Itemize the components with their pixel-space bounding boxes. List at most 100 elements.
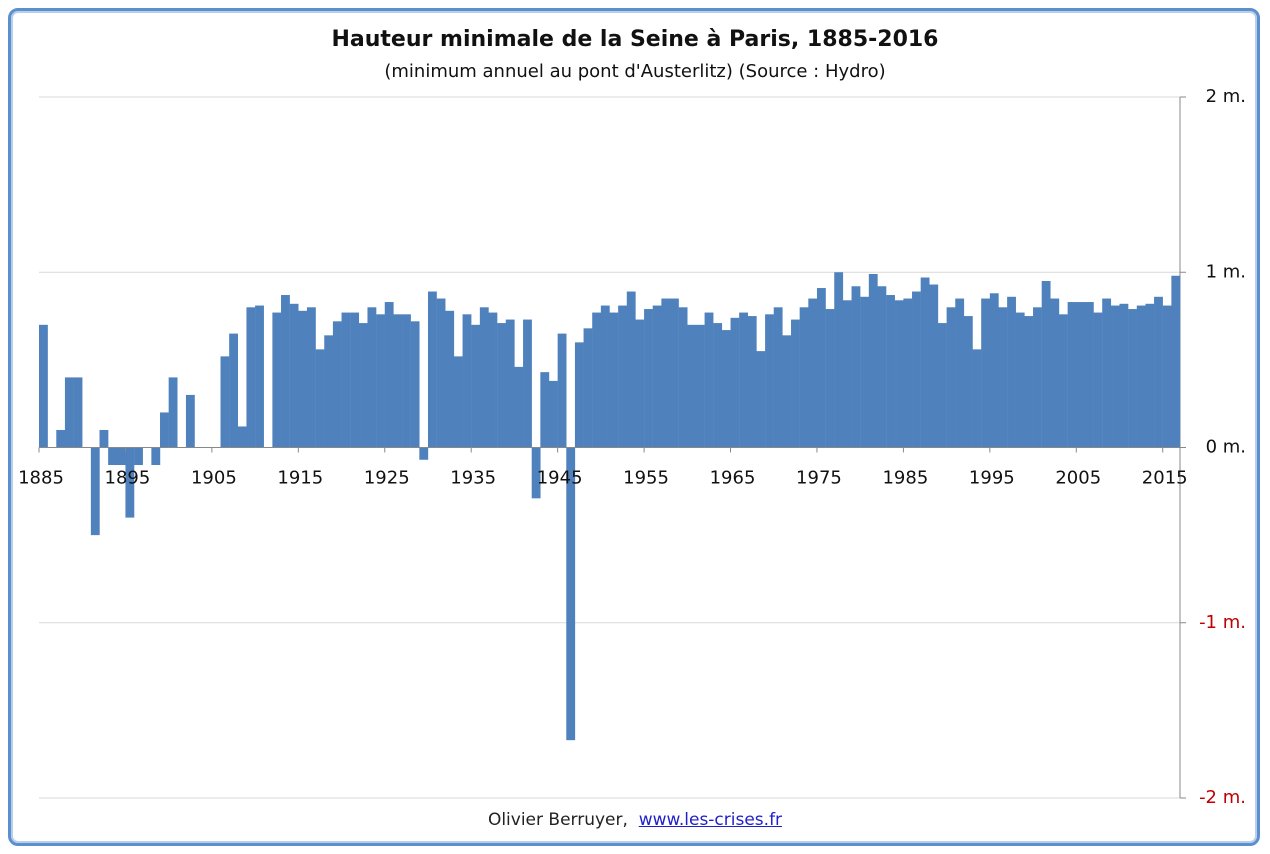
bar xyxy=(704,312,714,448)
bar xyxy=(1171,275,1181,448)
bar xyxy=(168,377,178,448)
bar xyxy=(791,319,800,448)
bar xyxy=(1119,303,1129,448)
bar xyxy=(773,307,783,448)
x-tick-label: 1995 xyxy=(969,468,1015,489)
bar xyxy=(963,316,973,448)
bar xyxy=(1128,309,1137,448)
x-tick-label: 1885 xyxy=(18,468,64,489)
bar xyxy=(765,314,774,448)
y-tick-label: 0 m. xyxy=(1206,437,1246,458)
link[interactable]: www.les-crises.fr xyxy=(638,810,783,830)
bar xyxy=(453,356,463,448)
bar xyxy=(713,323,723,448)
bar xyxy=(324,335,334,448)
bar xyxy=(64,377,74,448)
bar xyxy=(1058,314,1068,448)
bar xyxy=(1162,305,1172,448)
bar xyxy=(116,447,126,466)
bar xyxy=(851,286,861,448)
bar xyxy=(894,300,904,448)
bar xyxy=(929,284,939,448)
footer: Olivier Berruyer, www.les-crises.fr xyxy=(0,810,1270,830)
bar xyxy=(652,305,662,448)
bar xyxy=(462,314,472,448)
y-tick-label: -2 m. xyxy=(1199,787,1246,808)
bar xyxy=(540,372,550,448)
x-tick-label: 1965 xyxy=(710,468,756,489)
bar xyxy=(886,295,895,448)
x-tick-label: 1985 xyxy=(882,468,928,489)
bar xyxy=(981,298,991,448)
bar xyxy=(695,324,705,448)
bar xyxy=(90,447,100,536)
bar xyxy=(834,272,844,448)
bar xyxy=(376,314,385,448)
bar xyxy=(471,324,481,448)
bar xyxy=(39,324,48,448)
bar xyxy=(782,335,792,448)
bar xyxy=(427,291,437,448)
bar xyxy=(903,298,913,448)
bar xyxy=(860,296,870,448)
x-tick-label: 1945 xyxy=(537,468,583,489)
bar xyxy=(237,426,247,448)
bar xyxy=(134,447,143,466)
bar xyxy=(531,447,541,499)
bar xyxy=(972,349,982,448)
bar xyxy=(350,312,360,448)
bar xyxy=(1136,305,1146,448)
bar xyxy=(246,307,256,448)
bar xyxy=(1024,316,1034,448)
bar xyxy=(937,323,947,448)
x-tick-label: 2005 xyxy=(1055,468,1101,489)
bar xyxy=(73,377,83,448)
bar xyxy=(1007,296,1016,448)
bar xyxy=(1015,312,1025,448)
bar xyxy=(1154,296,1163,448)
bar xyxy=(1093,312,1103,448)
frame xyxy=(8,8,1260,846)
bar xyxy=(842,300,852,448)
author: Olivier Berruyer, xyxy=(487,810,628,830)
bar xyxy=(255,305,264,448)
x-tick-label: 2015 xyxy=(1142,468,1188,489)
bar xyxy=(384,302,394,448)
bar xyxy=(670,298,679,448)
bar xyxy=(497,323,506,448)
bar xyxy=(410,321,420,448)
bar xyxy=(1084,302,1094,448)
bar xyxy=(1110,305,1120,448)
bar xyxy=(808,298,818,448)
x-tick-label: 1975 xyxy=(796,468,842,489)
bar xyxy=(332,321,342,448)
bar xyxy=(358,323,368,448)
bar xyxy=(1041,281,1051,448)
bar xyxy=(229,333,239,448)
bar xyxy=(739,312,749,448)
bar xyxy=(125,447,135,518)
bar xyxy=(799,307,809,448)
bar xyxy=(877,286,887,448)
bar xyxy=(505,319,515,448)
bar xyxy=(298,310,308,448)
bar xyxy=(436,298,446,448)
bar xyxy=(644,309,653,448)
bar xyxy=(626,291,636,448)
bar xyxy=(488,312,498,448)
bar xyxy=(1145,303,1155,448)
x-tick-label: 1905 xyxy=(191,468,237,489)
bar xyxy=(56,429,66,448)
chart-subtitle: (minimum annuel au pont d'Austerlitz) (S… xyxy=(384,61,885,82)
y-tick-label: -1 m. xyxy=(1199,612,1246,633)
bar xyxy=(946,307,956,448)
x-tick-label: 1915 xyxy=(277,468,323,489)
bar xyxy=(220,356,230,448)
bar xyxy=(393,314,403,448)
bar xyxy=(367,307,377,448)
bar xyxy=(514,366,524,448)
bar xyxy=(600,305,610,448)
bar xyxy=(557,333,567,448)
